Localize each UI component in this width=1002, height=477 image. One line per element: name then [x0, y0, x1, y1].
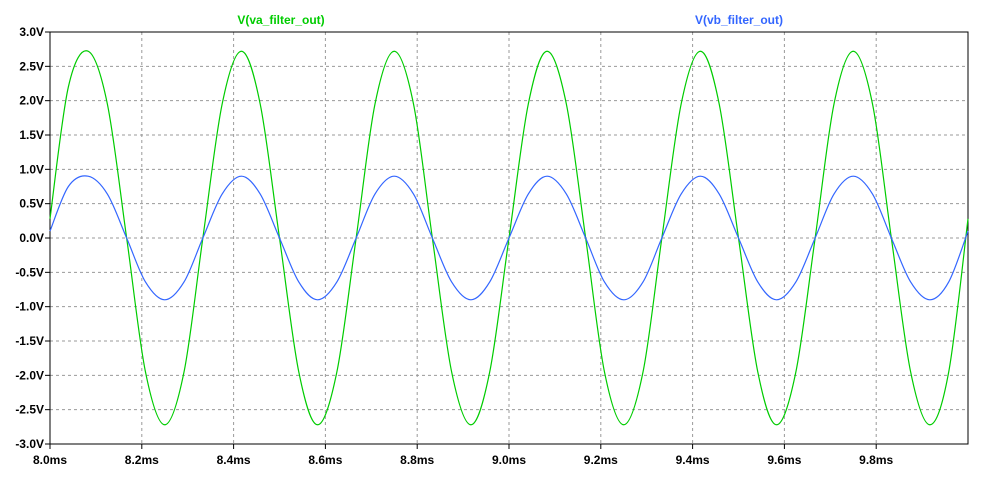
series-line-vb-filter-out [49, 175, 969, 301]
x-tick-label: 9.2ms [584, 453, 618, 467]
x-tick-label: 8.6ms [308, 453, 342, 467]
x-tick-label: 9.0ms [492, 453, 526, 467]
x-tick-label: 9.8ms [859, 453, 893, 467]
x-tick-label: 8.8ms [400, 453, 434, 467]
y-tick-label: 3.0V [19, 25, 44, 39]
y-tick-label: 0.0V [19, 231, 44, 245]
x-tick-label: 8.0ms [33, 453, 67, 467]
y-tick-label: -2.0V [15, 368, 44, 382]
y-tick-label: -3.0V [15, 437, 44, 451]
x-tick-label: 9.4ms [676, 453, 710, 467]
x-tick-label: 8.2ms [125, 453, 159, 467]
axis-ticks: 8.0ms 8.2ms 8.4ms 8.6ms 8.8ms 9.0ms 9.2ms 9.4ms… [15, 25, 893, 467]
x-tick-label: 9.6ms [767, 453, 801, 467]
y-tick-label: -0.5V [15, 265, 44, 279]
y-tick-label: 1.5V [19, 128, 44, 142]
x-tick-label: 8.4ms [217, 453, 251, 467]
y-tick-label: 2.0V [19, 94, 44, 108]
legend-entry-va-filter-out[interactable]: V(va_filter_out) [237, 13, 324, 27]
legend-entry-vb-filter-out[interactable]: V(vb_filter_out) [695, 13, 783, 27]
series-traces [49, 50, 969, 426]
y-tick-label: 1.0V [19, 162, 44, 176]
y-tick-label: 2.5V [19, 59, 44, 73]
y-tick-label: -1.5V [15, 334, 44, 348]
y-tick-label: 0.5V [19, 197, 44, 211]
y-tick-label: -1.0V [15, 300, 44, 314]
legend: V(va_filter_out) V(vb_filter_out) [237, 13, 783, 27]
y-tick-label: -2.5V [15, 403, 44, 417]
